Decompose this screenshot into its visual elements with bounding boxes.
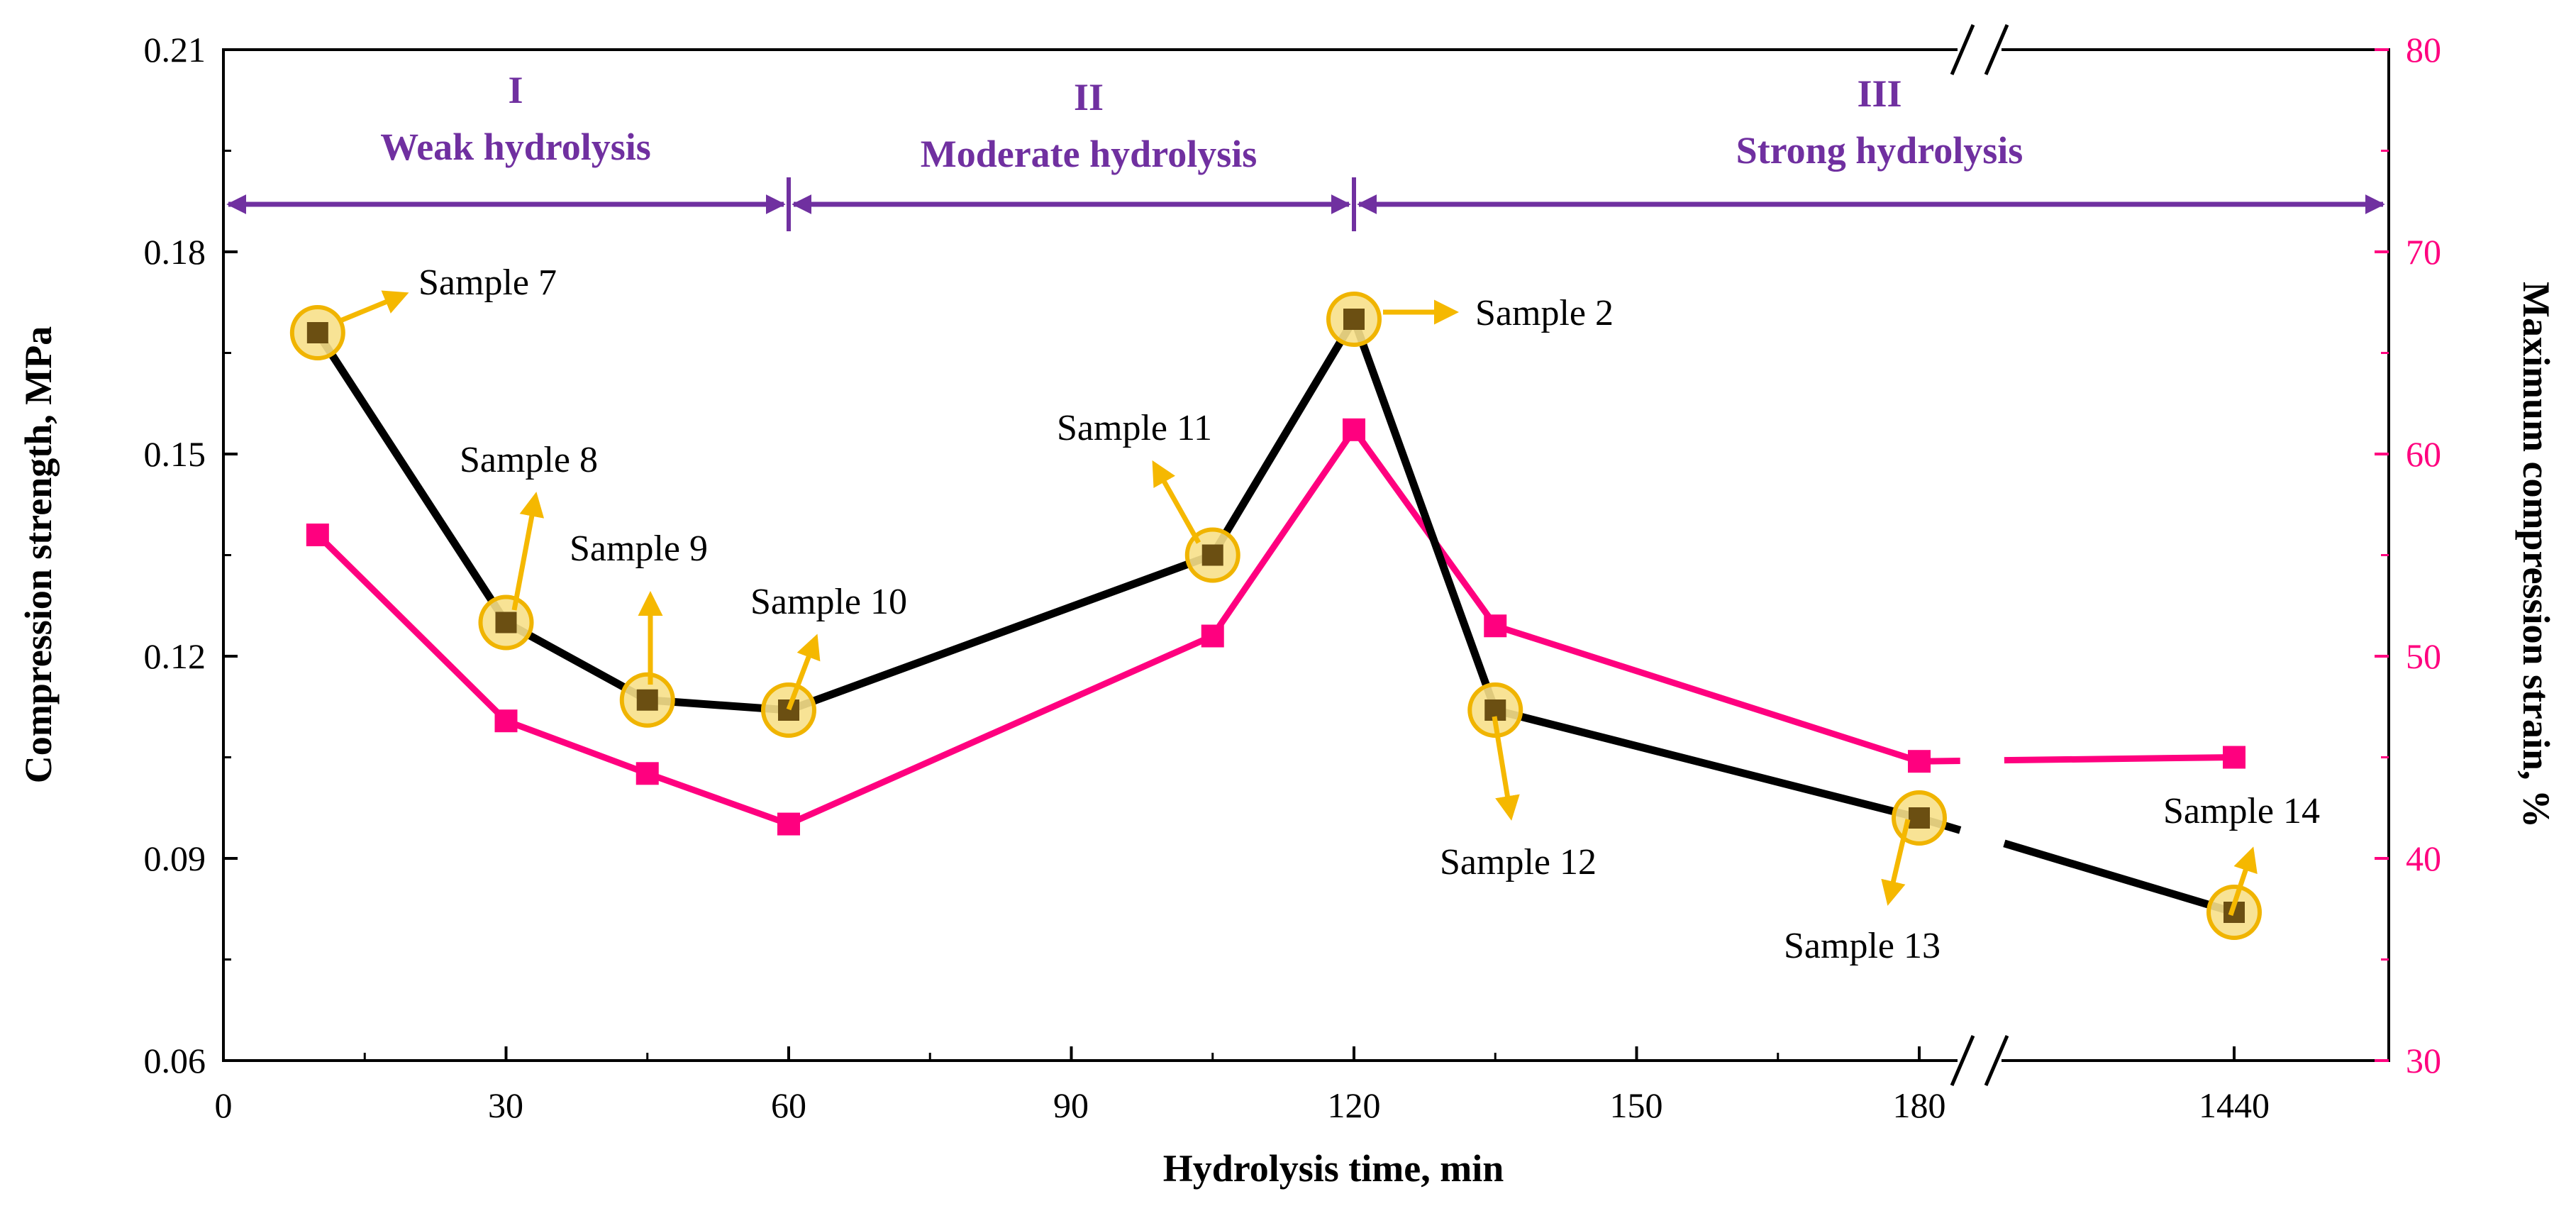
- axis-break-slash: [1950, 24, 1975, 75]
- regions: I Weak hydrolysis II Moderate hydrolysis…: [226, 69, 2385, 231]
- region-name-1: Weak hydrolysis: [380, 126, 651, 168]
- sample-label: Sample 14: [2163, 791, 2320, 831]
- region-name-2: Moderate hydrolysis: [921, 133, 1257, 175]
- x-tick-label: 1440: [2199, 1085, 2270, 1125]
- strain-line: [315, 426, 1921, 828]
- strain-point: [306, 524, 329, 546]
- left-tick-label: 0.21: [144, 30, 206, 70]
- strain-point: [777, 812, 800, 836]
- sample-label: Sample 11: [1057, 408, 1212, 448]
- strain-line-segment: [2004, 754, 2235, 764]
- left-tick-label: 0.12: [144, 636, 206, 676]
- strain-point: [1484, 614, 1507, 638]
- x-tick-label: 30: [488, 1085, 523, 1125]
- sample-arrow: [1881, 819, 1911, 906]
- right-axis-title: Maximum compression strain, %: [2515, 282, 2558, 828]
- sample-label: Sample 8: [460, 440, 598, 480]
- sample-arrow: [339, 290, 409, 323]
- axis-break-slash: [1984, 24, 2009, 75]
- region-numeral-1: I: [508, 69, 523, 111]
- strain-point: [2223, 746, 2245, 769]
- plot-frame: [222, 48, 2390, 1062]
- sample-arrow: [2228, 846, 2258, 917]
- left-tick-label: 0.09: [144, 839, 206, 878]
- axis-break-slash: [1950, 1035, 1975, 1086]
- right-tick-label: 60: [2406, 434, 2441, 474]
- strength-point: [1343, 309, 1365, 330]
- x-axis-tick-labels: 0 30 60 90 120 150 180 1440: [215, 1085, 2270, 1125]
- strength-point: [1909, 807, 1930, 829]
- sample-label: Sample 9: [570, 529, 708, 569]
- sample-annotations: Sample 7 Sample 8 Sample 9 Sample 10 Sam…: [339, 262, 2320, 966]
- sample-label: Sample 13: [1784, 926, 1941, 966]
- x-axis-title: Hydrolysis time, min: [1163, 1147, 1504, 1190]
- region-name-3: Strong hydrolysis: [1736, 129, 2023, 172]
- right-tick-label: 80: [2406, 30, 2441, 70]
- sample-arrow: [1492, 716, 1520, 821]
- x-tick-label: 0: [215, 1085, 233, 1125]
- sample-label: Sample 12: [1440, 842, 1597, 883]
- x-tick-label: 180: [1893, 1085, 1946, 1125]
- x-tick-label: 150: [1610, 1085, 1663, 1125]
- sample-label: Sample 10: [750, 582, 907, 622]
- x-tick-label: 60: [771, 1085, 806, 1125]
- strain-point: [635, 762, 659, 785]
- region-numeral-3: III: [1857, 72, 1902, 115]
- strain-point: [1908, 750, 1931, 773]
- strength-point: [636, 689, 658, 711]
- right-tick-label: 70: [2406, 232, 2441, 272]
- strength-point: [306, 322, 328, 343]
- sample-arrow: [511, 492, 545, 611]
- left-tick-label: 0.18: [144, 232, 206, 272]
- axis-break-bottom: [1950, 1035, 2009, 1086]
- left-axis-tick-labels: 0.06 0.09 0.12 0.15 0.18 0.21: [144, 30, 206, 1080]
- strain-point: [1343, 418, 1365, 441]
- axis-break-top: [1950, 24, 2009, 75]
- strength-point: [1201, 544, 1223, 566]
- x-tick-label: 90: [1053, 1085, 1089, 1125]
- left-tick-label: 0.15: [144, 434, 206, 474]
- sample-label: Sample 7: [418, 262, 557, 303]
- sample-arrow: [786, 634, 821, 711]
- region-numeral-2: II: [1074, 76, 1104, 118]
- sample-label: Sample 2: [1475, 293, 1614, 333]
- strain-point: [1201, 624, 1224, 648]
- strength-line-segment: [2003, 839, 2236, 917]
- right-tick-label: 40: [2406, 839, 2441, 878]
- right-tick-label: 30: [2406, 1041, 2441, 1080]
- right-tick-label: 50: [2406, 636, 2441, 676]
- x-tick-label: 120: [1328, 1085, 1381, 1125]
- strength-point: [495, 612, 517, 634]
- left-tick-label: 0.06: [144, 1041, 206, 1080]
- strain-series: [306, 418, 2245, 836]
- left-axis-title: Compression strength, MPa: [17, 326, 60, 784]
- strength-series: [289, 292, 2262, 940]
- strain-point: [494, 709, 518, 733]
- axis-ticks: [222, 48, 2389, 1062]
- right-axis-tick-labels: 30 40 50 60 70 80: [2406, 30, 2441, 1080]
- sample-arrow: [1152, 460, 1201, 544]
- axis-break-slash: [1984, 1035, 2009, 1086]
